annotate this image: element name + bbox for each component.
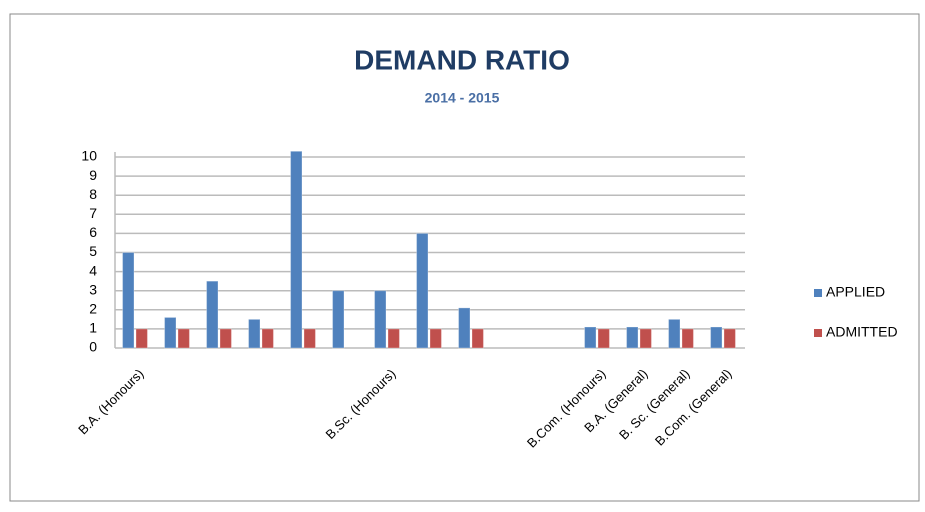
bar [723, 328, 736, 349]
legend-swatch [814, 329, 822, 337]
bar [458, 307, 471, 349]
y-tick-label: 5 [89, 243, 97, 259]
legend-swatch [814, 289, 822, 297]
bar [177, 328, 190, 349]
bar [387, 328, 400, 349]
bar [597, 328, 610, 349]
y-tick-label: 3 [89, 281, 97, 297]
y-tick-label: 0 [89, 339, 97, 355]
chart-frame [9, 13, 920, 502]
y-tick-label: 9 [89, 167, 97, 183]
bar [135, 328, 148, 349]
bar [332, 290, 345, 349]
y-tick-label: 2 [89, 301, 97, 317]
bar [164, 316, 177, 349]
bar [290, 150, 303, 349]
chart-title: DEMAND RATIO [354, 44, 570, 75]
bar [668, 318, 681, 349]
bar [374, 290, 387, 349]
bar [710, 326, 723, 349]
bar [303, 328, 316, 349]
bar [584, 326, 597, 349]
y-tick-label: 6 [89, 224, 97, 240]
y-tick-label: 10 [81, 148, 97, 164]
bar [429, 328, 442, 349]
bar [206, 280, 219, 349]
bar [248, 318, 261, 349]
y-tick-label: 7 [89, 205, 97, 221]
bar [219, 328, 232, 349]
chart-subtitle: 2014 - 2015 [425, 90, 500, 106]
y-tick-label: 8 [89, 186, 97, 202]
bar [261, 328, 274, 349]
y-tick-label: 4 [89, 262, 97, 278]
legend-label: APPLIED [826, 284, 885, 300]
bar [122, 252, 135, 349]
bar [626, 326, 639, 349]
bar [416, 232, 429, 349]
y-tick-label: 1 [89, 320, 97, 336]
bar [471, 328, 484, 349]
bar [639, 328, 652, 349]
bar [681, 328, 694, 349]
legend-label: ADMITTED [826, 324, 898, 340]
